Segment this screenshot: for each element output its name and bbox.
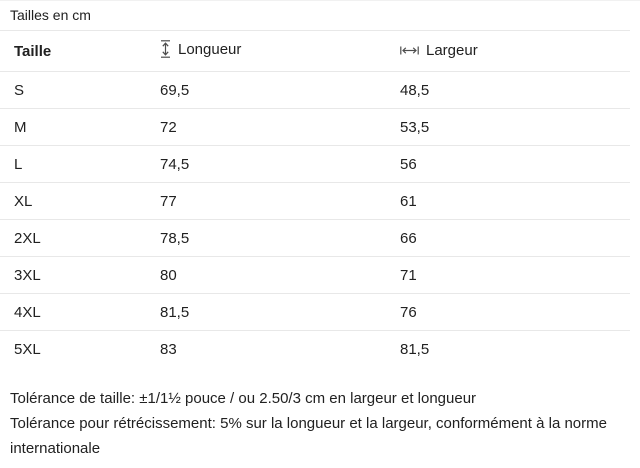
size-cell: 5XL <box>14 340 41 358</box>
size-table-row: M 72 53,5 <box>0 108 630 146</box>
width-cell: 56 <box>386 145 630 183</box>
length-cell: 74,5 <box>146 145 386 183</box>
column-header-longueur: Longueur <box>146 31 386 72</box>
size-table-row: L 74,5 56 <box>0 145 630 183</box>
length-cell: 83 <box>160 340 177 358</box>
shrink-tolerance-note: Tolérance pour rétrécissement: 5% sur la… <box>10 415 607 457</box>
size-tolerance-note: Tolérance de taille: ±1/1½ pouce / ou 2.… <box>10 390 477 407</box>
length-cell: 69,5 <box>146 71 386 109</box>
tolerance-notes: Tolérance de taille: ±1/1½ pouce / ou 2.… <box>10 386 610 461</box>
column-header-largeur-label: Largeur <box>426 42 478 59</box>
length-cell: 77 <box>146 182 386 220</box>
width-cell: 53,5 <box>386 108 630 146</box>
size-cell: XL <box>0 182 146 220</box>
length-cell: 81,5 <box>146 293 386 331</box>
length-cell: 72 <box>146 108 386 146</box>
length-cell: 80 <box>146 256 386 294</box>
panel-title: Tailles en cm <box>0 1 630 31</box>
size-table-row: 4XL 81,5 76 <box>0 293 630 331</box>
size-table-body: S 69,5 48,5 M 72 53,5 L 74,5 56 XL 77 61… <box>0 71 630 368</box>
size-cell: L <box>0 145 146 183</box>
width-cell: 66 <box>386 219 630 257</box>
size-table-row: 2XL 78,5 66 <box>0 219 630 257</box>
size-chart-table: Taille Longueur <box>0 31 630 367</box>
size-table-row: 5XL 83 81,5 <box>0 331 630 368</box>
width-cell: 48,5 <box>386 71 630 109</box>
size-table-row: XL 77 61 <box>0 182 630 220</box>
width-measure-icon <box>400 45 419 56</box>
size-cell: 2XL <box>0 219 146 257</box>
width-cell: 76 <box>386 293 630 331</box>
column-header-taille: Taille <box>0 31 146 72</box>
column-header-longueur-label: Longueur <box>178 40 242 58</box>
size-table-row: 3XL 80 71 <box>0 256 630 294</box>
header-row: Taille Longueur <box>0 31 630 72</box>
size-cell: S <box>0 71 146 109</box>
width-cell: 71 <box>386 256 630 294</box>
size-table-row: S 69,5 48,5 <box>0 71 630 109</box>
length-measure-icon <box>160 40 171 58</box>
width-cell: 81,5 <box>400 340 430 358</box>
column-header-largeur: Largeur <box>386 31 630 72</box>
size-cell: 3XL <box>0 256 146 294</box>
length-cell: 78,5 <box>146 219 386 257</box>
width-cell: 61 <box>386 182 630 220</box>
size-cell: 4XL <box>0 293 146 331</box>
size-cell: M <box>0 108 146 146</box>
